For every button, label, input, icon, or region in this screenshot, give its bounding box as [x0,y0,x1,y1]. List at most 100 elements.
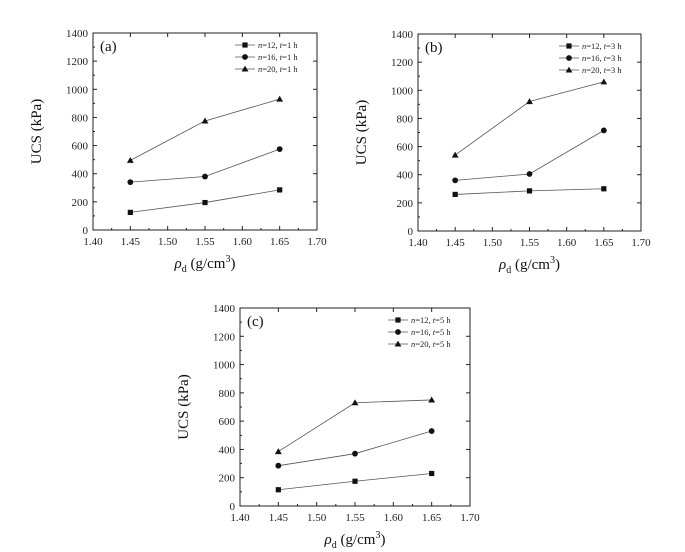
legend-var-n: n [258,64,262,74]
x-tick-label: 1.45 [446,237,466,249]
x-tick-label: 1.60 [233,236,253,248]
legend-var-n: n [411,339,415,349]
series-line [454,81,604,156]
x-axis-title: ρd (g/cm3) [324,530,386,551]
x-title-unit: (g/cm [187,256,226,272]
data-point [126,156,134,163]
legend-end: =3 h [606,65,622,75]
y-tick-label: 0 [230,501,236,513]
legend-mid: =20, [415,339,433,349]
x-tick-label: 1.70 [631,237,651,249]
x-tick-label: 1.40 [230,512,250,524]
x-title-superscript: 3 [225,254,230,265]
legend-var-t: t [604,53,607,63]
x-title-close: ) [230,256,235,272]
x-title-superscript: 3 [375,530,380,541]
data-point [201,117,209,124]
panel-label: (a) [100,39,117,55]
data-point [428,396,436,403]
x-title-unit: (g/cm [511,257,550,273]
data-point [276,146,283,152]
x-title-close: ) [555,257,560,273]
legend-entry: n=12, t=1 h [258,40,298,50]
legend-end: =5 h [435,315,451,325]
legend-entry: n=20, t=5 h [411,339,451,349]
legend-marker [565,66,573,73]
legend-mid: =12, [262,40,280,50]
legend-marker [241,65,249,72]
y-axis-title: UCS (kPa) [354,100,370,165]
legend: n=12, t=3 hn=16, t=3 hn=20, t=3 h [559,41,622,75]
data-point [526,171,533,177]
y-tick-label: 800 [219,388,236,400]
legend-var-n: n [411,327,415,337]
y-tick-label: 1200 [66,56,89,68]
x-title-close: ) [380,532,385,548]
data-point [275,487,281,493]
legend-entry: n=20, t=3 h [582,65,622,75]
legend-end: =3 h [606,41,622,51]
y-tick-label: 0 [408,226,414,238]
x-tick-label: 1.45 [121,236,141,248]
y-tick-label: 400 [397,170,414,182]
data-point [274,448,282,455]
legend-marker [395,329,401,335]
series-0 [452,186,607,198]
y-tick-label: 200 [72,197,89,209]
x-title-unit: (g/cm [337,532,376,548]
data-point [276,95,284,102]
series-0 [127,187,283,216]
legend-var-n: n [411,315,415,325]
x-title-symbol: ρ [324,532,332,548]
y-tick-label: 1400 [391,29,414,41]
legend-var-t: t [604,41,607,51]
x-tick-label: 1.40 [408,237,428,249]
legend-var-t: t [280,40,283,50]
legend-entry: n=16, t=5 h [411,327,451,337]
x-tick-label: 1.55 [195,236,215,248]
legend-end: =5 h [435,327,451,337]
x-tick-label: 1.60 [384,512,404,524]
x-title-symbol: ρ [498,257,506,273]
legend-marker [395,317,401,323]
y-tick-label: 1200 [391,57,414,69]
data-point [601,186,607,192]
series-2 [126,95,284,163]
data-point [451,151,459,158]
y-axis-title: UCS (kPa) [29,99,45,164]
y-tick-label: 1000 [213,360,236,372]
series-0 [275,470,435,493]
x-tick-label: 1.45 [269,512,289,524]
x-title-subscript: d [506,265,511,276]
plot-frame [417,33,642,232]
legend-mid: =16, [262,52,280,62]
data-point [600,127,607,134]
series-2 [451,78,608,158]
data-point [526,188,533,194]
series-line [130,98,280,161]
data-point [202,199,208,206]
data-point [127,179,134,186]
data-point [202,173,208,180]
data-point [452,191,458,198]
legend-end: =1 h [282,52,298,62]
y-tick-label: 0 [83,225,89,237]
legend-var-n: n [582,41,586,51]
x-title-superscript: 3 [550,255,555,266]
legend: n=12, t=5 h n=16, t=5 h n=20, t=5 h [388,315,451,349]
x-tick-label: 1.65 [270,236,290,248]
x-tick-label: 1.70 [460,512,480,524]
legend-end: =5 h [435,339,451,349]
series-1 [127,146,283,186]
legend-var-t: t [604,65,607,75]
legend-entry: n=12, t=5 h [411,315,451,325]
y-tick-label: 200 [219,473,236,485]
x-tick-label: 1.55 [520,237,540,249]
data-point [429,470,435,477]
legend-marker [394,340,402,347]
legend-marker [566,55,572,61]
y-tick-label: 600 [219,416,236,428]
y-tick-label: 800 [72,112,89,124]
legend-var-t: t [280,52,283,62]
chart-panel-1: 1.40 1.45 1.50 1.55 1.60 1.65 1.70 0 200 400 600 80… [354,29,651,276]
